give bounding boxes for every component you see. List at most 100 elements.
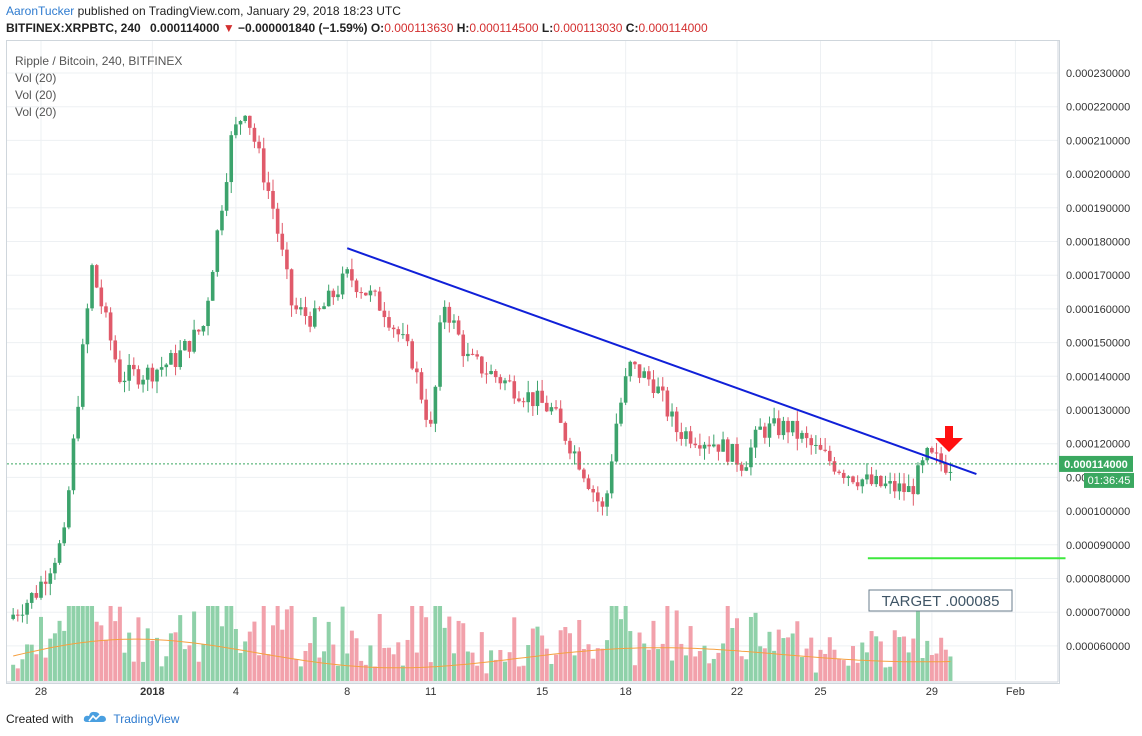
candle-body bbox=[428, 419, 433, 424]
volume-bar bbox=[298, 666, 303, 681]
candle-body bbox=[531, 392, 535, 407]
volume-bar bbox=[902, 636, 907, 681]
volume-bar bbox=[711, 658, 716, 681]
candle-body bbox=[484, 373, 489, 375]
volume-bar bbox=[767, 631, 772, 681]
candle-body bbox=[20, 614, 25, 616]
candle-body bbox=[521, 401, 526, 403]
red-down-arrow-icon bbox=[935, 426, 963, 452]
volume-bar bbox=[702, 645, 707, 681]
volume-bar bbox=[744, 659, 749, 681]
volume-bar bbox=[475, 665, 480, 681]
candle-body bbox=[336, 294, 340, 298]
volume-bar bbox=[405, 639, 410, 681]
candle-body bbox=[294, 305, 298, 310]
x-tick-label: 8 bbox=[344, 686, 350, 698]
volume-bar bbox=[178, 615, 183, 681]
tradingview-cloud-icon[interactable] bbox=[83, 710, 107, 727]
volume-bar bbox=[470, 652, 475, 681]
x-tick-label: 29 bbox=[926, 686, 938, 698]
volume-bar bbox=[312, 617, 317, 681]
volume-bar bbox=[600, 648, 605, 681]
volume-bar bbox=[377, 614, 382, 681]
candle-body bbox=[512, 381, 517, 399]
candle-body bbox=[122, 380, 127, 383]
candle-body bbox=[43, 581, 48, 584]
volume-bar bbox=[131, 661, 136, 681]
candle-body bbox=[939, 453, 943, 464]
volume-bar bbox=[813, 672, 818, 681]
tradingview-brand-link[interactable]: TradingView bbox=[113, 711, 180, 726]
candle-body bbox=[173, 353, 178, 368]
volume-bar bbox=[721, 643, 726, 681]
volume-bar bbox=[646, 649, 651, 681]
volume-bar bbox=[335, 665, 340, 681]
candle-body bbox=[159, 367, 164, 370]
candle-body bbox=[507, 380, 512, 382]
volume-bar bbox=[187, 645, 192, 681]
candle-body bbox=[132, 364, 136, 370]
last-price: 0.000114000 bbox=[150, 21, 220, 35]
candle-body bbox=[637, 364, 642, 378]
candle-body bbox=[178, 350, 182, 368]
candle-body bbox=[489, 370, 493, 375]
candle-body bbox=[183, 340, 187, 351]
volume-bar bbox=[762, 648, 767, 681]
volume-bar bbox=[164, 656, 169, 681]
candle-body bbox=[804, 432, 809, 439]
volume-bar bbox=[939, 637, 944, 681]
candle-body bbox=[299, 307, 303, 310]
volume-bar bbox=[920, 658, 925, 681]
candle-body bbox=[688, 431, 693, 444]
author-link[interactable]: AaronTucker bbox=[6, 4, 75, 18]
volume-bar bbox=[224, 606, 229, 681]
volume-bar bbox=[507, 652, 512, 681]
candle-body bbox=[707, 444, 711, 447]
candle-body bbox=[57, 543, 62, 563]
y-tick-label: 0.000150000 bbox=[1066, 338, 1130, 350]
candle-body bbox=[809, 438, 814, 446]
volume-bar bbox=[229, 606, 234, 681]
y-tick-label: 0.000220000 bbox=[1066, 102, 1130, 114]
candle-body bbox=[289, 269, 294, 306]
x-tick-label: 22 bbox=[731, 686, 743, 698]
volume-bar bbox=[317, 657, 322, 681]
volume-bar bbox=[354, 638, 359, 681]
volume-bar bbox=[943, 649, 948, 681]
volume-bar bbox=[280, 629, 285, 681]
volume-bar bbox=[238, 652, 243, 681]
candle-body bbox=[401, 334, 405, 336]
volume-bar bbox=[442, 627, 447, 681]
candle-body bbox=[192, 329, 196, 352]
candle-body bbox=[350, 269, 354, 281]
volume-bar bbox=[145, 628, 150, 681]
volume-bar bbox=[39, 616, 43, 681]
volume-bar bbox=[85, 606, 90, 681]
candle-body bbox=[609, 461, 614, 494]
candle-body bbox=[865, 474, 869, 480]
candle-body bbox=[586, 478, 591, 490]
candle-body bbox=[29, 593, 34, 603]
candle-body bbox=[679, 432, 684, 439]
candle-body bbox=[396, 329, 401, 335]
volume-bar bbox=[516, 666, 521, 681]
volume-bar bbox=[864, 652, 869, 681]
candle-body bbox=[568, 440, 572, 454]
candle-body bbox=[763, 426, 767, 438]
candle-body bbox=[623, 376, 628, 403]
candle-body bbox=[364, 292, 368, 296]
candle-body bbox=[405, 334, 410, 342]
volume-bar bbox=[414, 652, 419, 681]
candle-body bbox=[828, 450, 832, 462]
candle-body bbox=[303, 307, 308, 317]
volume-bar bbox=[911, 638, 916, 681]
candle-body bbox=[879, 475, 883, 487]
y-tick-label: 0.000210000 bbox=[1066, 135, 1130, 147]
change-arrow-icon: ▼ bbox=[222, 21, 235, 35]
candle-body bbox=[934, 452, 939, 454]
last-price-tag bbox=[1059, 455, 1133, 472]
candle-body bbox=[433, 386, 438, 424]
volume-bar bbox=[159, 666, 164, 681]
candle-body bbox=[382, 310, 387, 318]
